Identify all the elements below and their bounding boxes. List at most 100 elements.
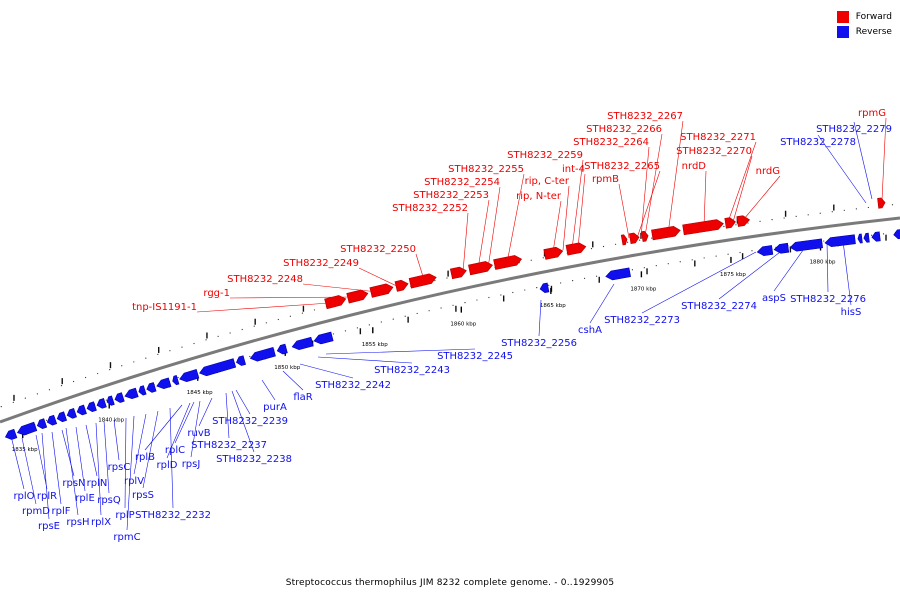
backbone-dot [795,215,797,217]
label-leader [231,390,255,453]
label-leader [85,424,98,477]
gene-label: int-4 [562,164,585,175]
scale-ticks: 1835 kbp 1840 kbp 1845 kbp 1850 kbp 1855 kbp… [12,244,836,453]
gene-label: STH8232_2253 [413,190,489,201]
gene-label: STH8232_2243 [374,365,450,376]
backbone-dot [882,233,885,235]
backbone-dot [265,322,267,324]
backbone-dot [145,357,147,359]
backbone-dot [867,206,869,209]
label-leader [225,392,230,439]
reverse-gene [66,408,77,419]
label-leader [571,159,584,250]
gene-label: STH8232_2279 [816,124,892,135]
gene-label: rplX [91,517,111,528]
forward-gene [468,261,493,276]
gene-label: STH8232_2242 [315,380,391,391]
label-leader [196,302,331,313]
label-leader [61,429,75,477]
label-leader [299,363,354,379]
gene-label: rpsJ [182,459,201,470]
backbone-dot [715,255,717,257]
label-leader [487,186,501,269]
backbone-dot [169,350,171,352]
gene-label: STH8232_2249 [283,258,359,269]
gene-label: STH8232_2265 [584,161,660,172]
backbone-dot [855,208,857,210]
forward-gene [640,230,649,242]
scale-tick-label: 1845 kbp [187,390,213,396]
label-leader [842,240,852,306]
reverse-gene [249,347,276,362]
reverse-gene [773,242,790,254]
gene-label: rplD [157,460,178,471]
backbone-dot [36,393,39,395]
scale-tick-label: 1865 kbp [540,303,566,309]
gene-label: rpsE [38,521,60,532]
gene-label: rplR [37,491,57,502]
label-leader [51,431,62,505]
backbone-dot [500,294,502,296]
backbone-dot [747,222,749,224]
label-leader [174,401,195,444]
gene-label: rplO [13,491,34,502]
backbone-dot [631,269,634,271]
gene-label: tnp-IS1191-1 [132,302,197,313]
reverse-gene [46,414,58,426]
backbone-dot [819,212,821,214]
backbone-dot [727,253,729,255]
legend-forward-label: Forward [855,11,892,22]
reverse-gene [789,238,823,252]
backbone-dot [97,372,99,375]
backbone-dot [241,328,243,331]
gene-label: STH8232_2274 [681,301,757,312]
forward-gene [877,197,886,209]
label-leader [703,170,707,227]
label-leader [169,407,174,509]
backbone-dot [703,257,705,259]
gene-label: rpmD [22,506,50,517]
backbone-dot [0,406,2,408]
backbone-dot [512,291,514,294]
backbone-dot [105,399,107,401]
reverse-gene [106,395,115,406]
gene-label: flaR [293,392,312,403]
reverse-gene [124,387,139,400]
backbone-dot [626,241,629,243]
gene-label: ruvB [187,428,210,439]
label-leader [166,402,191,459]
gene-label: STH8232_2255 [448,164,524,175]
label-leader [235,389,251,415]
legend: Forward Reverse [836,9,892,39]
gene-label: STH8232_2248 [227,274,303,285]
gene-label: rpsH [66,517,89,528]
gene-label: nrdG [756,166,780,177]
label-leader [95,422,102,516]
backbone-dot [807,214,809,216]
backbone-dot [133,361,135,363]
gene-features [5,197,900,440]
backbone-dot [476,299,478,301]
backbone-dot [464,302,466,304]
backbone-dot [590,248,593,250]
gene-label: rplF [52,506,71,517]
forward-gene [449,266,467,280]
reverse-gene [146,382,157,393]
forward-gene [565,242,587,256]
gene-label: rplN [87,478,108,489]
backbone-dot [249,355,251,358]
gene-label: rgg-1 [203,288,230,299]
backbone-dot [12,401,14,403]
reverse-gene [605,267,631,281]
label-leader [562,185,570,251]
backbone-dot [181,346,183,348]
label-leader [124,417,127,509]
label-leader [65,427,79,516]
reverse-gene [96,398,107,409]
backbone-dot [60,385,63,387]
legend-reverse: Reverse [836,24,892,39]
backbone-dot [404,315,406,317]
backbone-dot [217,335,219,338]
reverse-gene [114,392,125,403]
label-leader [732,155,753,223]
